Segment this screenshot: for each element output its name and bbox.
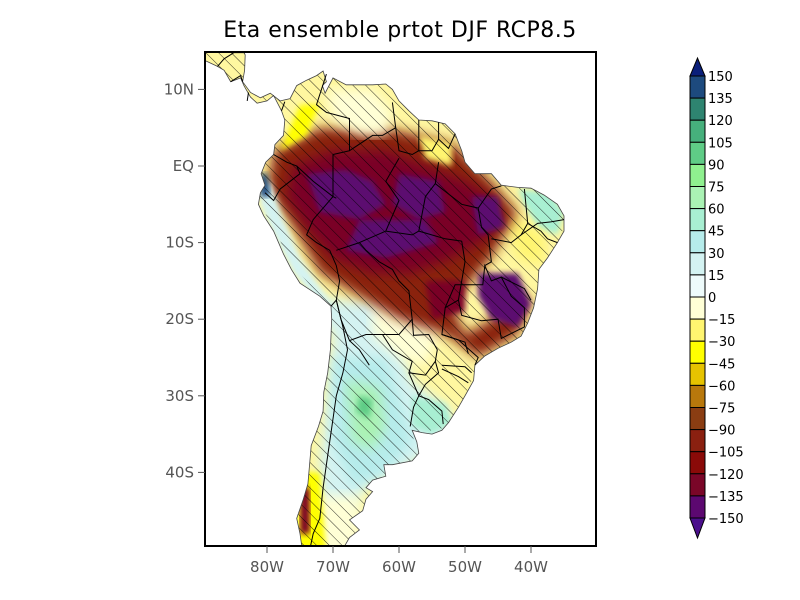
colorbar-swatch (689, 429, 706, 453)
colorbar-swatch (689, 186, 706, 210)
country-border (359, 230, 462, 244)
country-border (434, 183, 492, 267)
colorbar-swatch (689, 318, 706, 342)
colorbar-label: −45 (708, 357, 735, 372)
country-border (418, 361, 440, 397)
colorbar-label: 120 (708, 114, 733, 129)
map-area (205, 52, 565, 546)
country-border (408, 372, 420, 427)
lat-tick-label: EQ (173, 157, 194, 175)
country-border (441, 334, 469, 354)
country-border (246, 92, 249, 101)
colorbar-swatch (689, 384, 706, 408)
colorbar-swatch (689, 119, 706, 143)
colorbar-label: −150 (708, 512, 744, 527)
colorbar-swatch (689, 141, 706, 165)
colorbar-swatch (689, 230, 706, 254)
colorbar-label: −30 (708, 335, 735, 350)
chart-title: Eta ensemble prtot DJF RCP8.5 (223, 18, 577, 43)
country-border (418, 162, 440, 232)
country-border (520, 219, 565, 236)
country-border (457, 276, 525, 340)
map-frame (204, 51, 597, 547)
country-border (230, 74, 244, 83)
colorbar-swatch (689, 451, 706, 475)
colorbar-label: 75 (708, 181, 725, 196)
colorbar-label: −60 (708, 379, 735, 394)
colorbar-swatch (689, 495, 706, 519)
colorbar-label: 135 (708, 92, 733, 107)
colorbar-label: 45 (708, 225, 725, 240)
colorbar-label: −135 (708, 490, 744, 505)
lon-tick-label: 40W (514, 558, 548, 576)
country-border (264, 154, 301, 202)
colorbar-label: 150 (708, 70, 733, 85)
lat-tick-label: 40S (165, 463, 194, 481)
colorbar-label: 90 (708, 158, 725, 173)
colorbar-label: −105 (708, 446, 744, 461)
country-border (385, 158, 400, 232)
lat-tick-label: 10N (164, 80, 194, 98)
colorbar-label: 30 (708, 247, 725, 262)
country-border (335, 242, 413, 342)
country-border (395, 127, 420, 156)
colorbar: 1501351201059075604530150−15−30−45−60−75… (689, 56, 744, 540)
colorbar-label: −120 (708, 468, 744, 483)
colorbar-label: −75 (708, 402, 735, 417)
colorbar-swatch (689, 252, 706, 276)
country-borders (217, 52, 565, 546)
country-border (441, 364, 472, 374)
lon-tick-label: 80W (250, 558, 284, 576)
colorbar-label: 0 (708, 291, 716, 306)
country-border (418, 395, 444, 425)
lat-tick-label: 30S (165, 387, 194, 405)
colorbar-label: 15 (708, 269, 725, 284)
colorbar-swatch (689, 208, 706, 232)
lat-axis: 10N EQ 10S 20S 30S 40S (164, 80, 205, 481)
colorbar-swatch (689, 340, 706, 364)
colorbar-swatch (689, 163, 706, 187)
lon-tick-label: 60W (382, 558, 416, 576)
country-border (477, 185, 502, 209)
lon-tick-label: 70W (316, 558, 350, 576)
colorbar-bottom-triangle (689, 517, 706, 540)
country-border (444, 263, 532, 308)
colorbar-label: −15 (708, 313, 735, 328)
colorbar-swatch (689, 97, 706, 121)
country-border (527, 222, 558, 244)
colorbar-label: 60 (708, 203, 725, 218)
lon-tick-label: 50W (448, 558, 482, 576)
country-border (382, 319, 438, 376)
country-border (281, 101, 286, 111)
colorbar-label: −90 (708, 424, 735, 439)
colorbar-swatch (689, 407, 706, 431)
colorbar-top-triangle (689, 56, 706, 77)
country-border (441, 368, 469, 384)
lat-tick-label: 10S (165, 234, 194, 252)
country-border (349, 102, 397, 152)
lat-tick-label: 20S (165, 310, 194, 328)
lon-axis: 80W 70W 60W 50W 40W (250, 546, 548, 576)
country-border (438, 122, 456, 150)
country-border (315, 73, 350, 199)
country-border (296, 165, 341, 307)
country-border (349, 340, 370, 366)
colorbar-swatch (689, 473, 706, 497)
colorbar-label: 105 (708, 136, 733, 151)
colorbar-swatch (689, 296, 706, 320)
country-border (310, 299, 349, 546)
coastline (205, 52, 565, 546)
colorbar-swatch (689, 75, 706, 99)
colorbar-swatch (689, 362, 706, 386)
colorbar-swatch (689, 274, 706, 298)
country-border (418, 120, 440, 152)
